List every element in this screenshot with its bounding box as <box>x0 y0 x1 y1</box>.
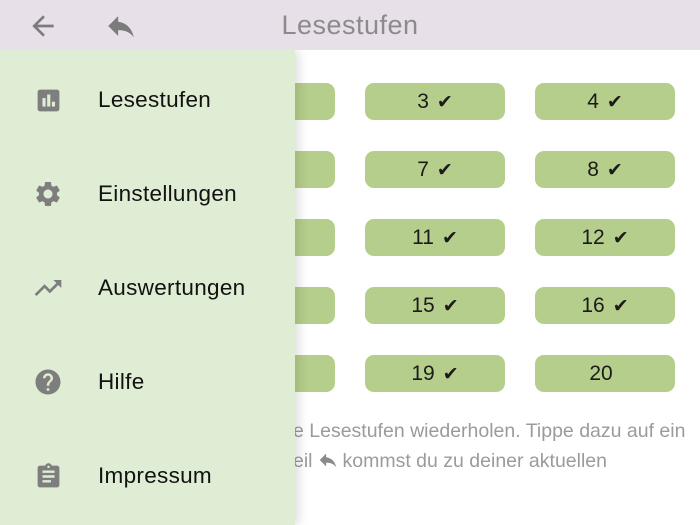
level-number: 7 <box>417 157 429 181</box>
back-button[interactable] <box>26 9 60 43</box>
check-icon: ✔ <box>612 296 629 317</box>
drawer-menu: Lesestufen Einstellungen Auswertungen Hi… <box>0 50 295 525</box>
level-number: 20 <box>589 361 613 385</box>
clipboard-icon <box>32 460 64 492</box>
level-button[interactable]: 12 ✔ <box>535 219 675 256</box>
level-number: 19 <box>411 361 435 385</box>
help-circle-icon <box>32 366 64 398</box>
sidebar-item-auswertungen[interactable]: Auswertungen <box>0 266 295 310</box>
sidebar-item-label: Impressum <box>98 463 212 488</box>
level-button[interactable]: 15 ✔ <box>365 287 505 324</box>
sidebar-item-label: Einstellungen <box>98 181 237 206</box>
level-button[interactable]: 8 ✔ <box>535 151 675 188</box>
level-number: 16 <box>581 293 605 317</box>
helper-text-line1: e Lesestufen wiederholen. Tippe dazu auf… <box>293 420 686 442</box>
helper-text-line2: eil kommst du zu deiner aktuellen <box>293 450 607 472</box>
check-icon: ✔ <box>442 364 459 385</box>
bar-chart-icon <box>32 84 64 116</box>
sidebar-item-hilfe[interactable]: Hilfe <box>0 360 295 404</box>
top-bar: Lesestufen <box>0 0 700 50</box>
level-button[interactable]: 16 ✔ <box>535 287 675 324</box>
sidebar-item-impressum[interactable]: Impressum <box>0 454 295 498</box>
sidebar-item-einstellungen[interactable]: Einstellungen <box>0 172 295 216</box>
trending-up-icon <box>32 272 64 304</box>
undo-button[interactable] <box>101 8 141 44</box>
reply-arrow-icon <box>319 453 336 468</box>
page-title: Lesestufen <box>281 9 419 40</box>
level-button[interactable]: 20 <box>535 355 675 392</box>
level-button[interactable]: 7 ✔ <box>365 151 505 188</box>
check-icon: ✔ <box>436 92 453 113</box>
level-number: 3 <box>417 89 429 113</box>
level-button[interactable]: 11 ✔ <box>365 219 505 256</box>
level-number: 15 <box>411 293 435 317</box>
sidebar-item-label: Lesestufen <box>98 87 212 112</box>
check-icon: ✔ <box>606 92 623 113</box>
level-button[interactable]: 19 ✔ <box>365 355 505 392</box>
level-button[interactable]: 3 ✔ <box>365 83 505 120</box>
level-number: 11 <box>412 225 434 249</box>
level-number: 8 <box>587 157 599 181</box>
level-number: 12 <box>581 225 605 249</box>
level-button[interactable]: 4 ✔ <box>535 83 675 120</box>
check-icon: ✔ <box>442 296 459 317</box>
check-icon: ✔ <box>436 160 453 181</box>
check-icon: ✔ <box>606 160 623 181</box>
check-icon: ✔ <box>441 228 458 249</box>
level-number: 4 <box>587 89 599 113</box>
sidebar-item-label: Auswertungen <box>98 275 246 300</box>
reply-arrow-icon <box>108 16 134 38</box>
sidebar-item-label: Hilfe <box>98 369 145 394</box>
check-icon: ✔ <box>612 228 629 249</box>
sidebar-item-lesestufen[interactable]: Lesestufen <box>0 78 295 122</box>
arrow-left-icon <box>32 15 54 37</box>
gear-icon <box>32 178 64 210</box>
